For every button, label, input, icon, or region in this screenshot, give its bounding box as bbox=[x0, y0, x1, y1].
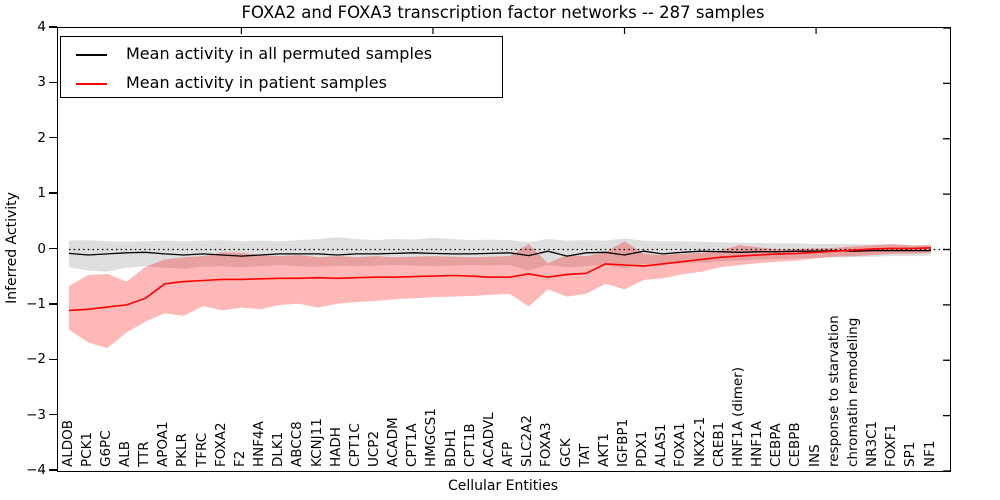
patient-mean-line bbox=[68, 247, 932, 312]
x-tick-label: PCK1 bbox=[78, 431, 95, 467]
legend-entry: Mean activity in patient samples bbox=[61, 69, 502, 98]
x-tick-label: CREB1 bbox=[710, 421, 727, 467]
y-tick-label: 3 bbox=[37, 74, 46, 91]
x-tick-label: TAT bbox=[576, 443, 593, 467]
x-tick-label: NR3C1 bbox=[864, 420, 881, 467]
y-tick-mark bbox=[49, 26, 57, 28]
y-tick-mark bbox=[49, 81, 57, 84]
y-tick-mark bbox=[49, 413, 57, 416]
y-tick-label: −2 bbox=[26, 351, 46, 368]
y-tick-label: −3 bbox=[26, 406, 46, 423]
x-tick-label: ACADVL bbox=[480, 412, 497, 467]
chart-canvas bbox=[68, 28, 950, 471]
x-tick-label: NF1 bbox=[921, 440, 938, 467]
x-tick-label: FOXA1 bbox=[672, 422, 689, 467]
y-tick-label: 0 bbox=[37, 240, 46, 257]
permuted-mean-line bbox=[68, 249, 931, 257]
y-tick-mark bbox=[49, 192, 57, 194]
x-tick-label: CEBPA bbox=[768, 423, 785, 467]
x-tick-label: UCP2 bbox=[365, 430, 382, 467]
legend-line-patient bbox=[76, 83, 107, 85]
y-axis-label: Inferred Activity bbox=[4, 192, 20, 304]
patient-confidence-band bbox=[69, 241, 931, 349]
x-tick-label: INS bbox=[806, 444, 823, 467]
legend-line-permuted bbox=[76, 54, 107, 56]
x-tick-label: FOXA3 bbox=[538, 422, 555, 467]
x-tick-label: KCNJ11 bbox=[308, 418, 325, 467]
x-tick-label: SP1 bbox=[902, 441, 919, 467]
x-tick-label: ABCC8 bbox=[289, 421, 306, 467]
x-tick-label: PDX1 bbox=[634, 430, 651, 467]
x-tick-label: TTR bbox=[136, 441, 153, 467]
legend: Mean activity in all permuted samples Me… bbox=[60, 36, 503, 98]
x-tick-label: FOXF1 bbox=[883, 423, 900, 467]
x-tick-label: BDH1 bbox=[442, 428, 459, 467]
x-tick-label: CPT1B bbox=[461, 423, 478, 467]
legend-label: Mean activity in patient samples bbox=[126, 73, 387, 92]
y-tick-label: −1 bbox=[26, 295, 46, 312]
x-axis-label: Cellular Entities bbox=[447, 478, 559, 494]
chart-title: FOXA2 and FOXA3 transcription factor net… bbox=[241, 3, 765, 22]
x-tick-label: ALDOB bbox=[59, 419, 76, 467]
x-tick-label: ALB bbox=[116, 440, 133, 467]
x-tick-label: response to starvation bbox=[825, 315, 842, 467]
x-tick-label: F2 bbox=[231, 450, 248, 467]
legend-entry: Mean activity in all permuted samples bbox=[61, 40, 502, 69]
x-tick-label: HMGCS1 bbox=[423, 408, 440, 467]
y-tick-mark bbox=[49, 247, 57, 250]
x-tick-label: HNF4A bbox=[251, 421, 268, 467]
x-tick-label: ACADM bbox=[385, 417, 402, 467]
x-tick-label: IGFBP1 bbox=[615, 418, 631, 467]
x-tick-label: ALAS1 bbox=[653, 423, 670, 467]
y-tick-label: 2 bbox=[37, 129, 46, 146]
x-tick-label: SLC2A2 bbox=[519, 415, 536, 467]
x-tick-label: HNF1A (dimer) bbox=[729, 367, 746, 467]
x-tick-label: chromatin remodeling bbox=[844, 317, 861, 467]
x-tick-label: NKX2-1 bbox=[691, 416, 708, 467]
x-tick-label: CEBPB bbox=[787, 422, 804, 467]
x-tick-label: DLK1 bbox=[270, 431, 287, 467]
x-tick-label: TFRC bbox=[193, 432, 210, 467]
x-tick-label: APOA1 bbox=[155, 421, 172, 467]
legend-label: Mean activity in all permuted samples bbox=[126, 44, 433, 63]
x-tick-label: PKLR bbox=[174, 433, 191, 467]
y-tick-label: −4 bbox=[26, 462, 46, 478]
y-tick-mark bbox=[49, 303, 57, 305]
x-tick-label: G6PC bbox=[97, 430, 114, 467]
x-tick-label: HNF1A bbox=[749, 421, 766, 467]
x-tick-label: GCK bbox=[557, 438, 574, 467]
x-tick-label: FOXA2 bbox=[212, 422, 229, 467]
x-tick-label: HADH bbox=[327, 427, 344, 467]
y-tick-mark bbox=[49, 358, 57, 360]
y-tick-label: 4 bbox=[37, 19, 46, 35]
x-tick-label: AFP bbox=[500, 441, 517, 467]
x-tick-label: AKT1 bbox=[595, 433, 612, 467]
x-tick-label: CPT1A bbox=[404, 423, 421, 467]
plot-area bbox=[57, 27, 951, 472]
permuted-confidence-band bbox=[69, 237, 931, 272]
y-tick-mark bbox=[49, 469, 57, 471]
y-tick-label: 1 bbox=[37, 185, 46, 202]
x-tick-label: CPT1C bbox=[346, 423, 363, 467]
y-tick-mark bbox=[49, 137, 57, 139]
